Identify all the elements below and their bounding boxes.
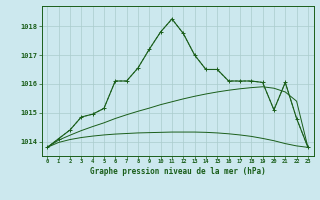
X-axis label: Graphe pression niveau de la mer (hPa): Graphe pression niveau de la mer (hPa) bbox=[90, 167, 266, 176]
